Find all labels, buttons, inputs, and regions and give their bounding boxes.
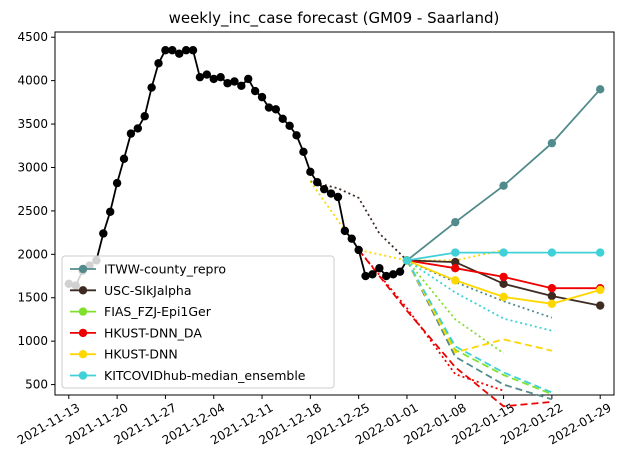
truth-point <box>299 147 308 157</box>
y-tick-label: 2000 <box>17 247 48 261</box>
legend-entry-label: USC-SIkJalpha <box>104 283 192 298</box>
forecast-interval-line <box>406 259 553 401</box>
truth-point <box>216 72 225 82</box>
forecast-interval-line <box>358 249 504 392</box>
truth-point <box>133 124 143 133</box>
truth-point <box>382 271 391 281</box>
truth-point <box>278 114 287 124</box>
truth-point <box>292 131 301 140</box>
legend-swatch-marker <box>78 371 88 380</box>
truth-point <box>250 86 260 96</box>
truth-point <box>195 72 205 82</box>
legend-entry-label: HKUST-DNN_DA <box>104 325 202 340</box>
truth-point <box>313 178 322 187</box>
truth-point <box>119 154 129 163</box>
truth-point <box>340 226 350 236</box>
truth-point <box>154 59 163 68</box>
legend: ITWW-county_repro USC-SIkJalpha FIAS_FZJ-E… <box>61 255 335 389</box>
forecast-point <box>547 138 557 148</box>
truth-point <box>326 189 336 198</box>
truth-point <box>361 271 370 281</box>
forecast-point <box>499 272 508 282</box>
truth-point <box>354 245 363 255</box>
forecast-point <box>595 285 605 295</box>
y-tick-label: 3000 <box>17 160 48 174</box>
legend-swatch-marker <box>78 264 88 274</box>
truth-point <box>230 77 239 86</box>
truth-point <box>368 270 377 279</box>
truth-point <box>264 103 274 112</box>
legend-swatch-marker <box>78 286 88 295</box>
legend-swatch-marker <box>78 307 88 316</box>
truth-point <box>175 49 184 58</box>
y-tick-label: 2500 <box>17 204 48 218</box>
truth-point <box>181 46 191 55</box>
forecast-point <box>451 264 460 273</box>
truth-point <box>395 267 405 276</box>
truth-point <box>147 83 156 92</box>
truth-point <box>126 129 136 138</box>
truth-point <box>140 112 149 121</box>
y-tick-label: 4000 <box>17 74 48 88</box>
forecast-interval-line <box>310 180 408 262</box>
truth-point <box>237 81 246 91</box>
truth-point <box>188 46 198 55</box>
forecast-point <box>595 301 605 310</box>
truth-point <box>244 74 253 84</box>
forecast-point <box>451 248 460 257</box>
forecast-point <box>451 276 460 285</box>
truth-point <box>202 70 212 79</box>
legend-box <box>61 255 335 389</box>
truth-point <box>319 184 329 194</box>
truth-point <box>99 229 108 238</box>
forecast-interval-line <box>406 259 505 355</box>
forecast-point <box>499 248 508 257</box>
truth-point <box>106 207 115 216</box>
truth-point <box>112 178 122 188</box>
forecast-point <box>402 256 412 265</box>
y-tick-label: 4500 <box>17 30 48 44</box>
truth-point <box>375 264 384 273</box>
forecast-point <box>547 283 557 293</box>
truth-point <box>388 270 398 279</box>
forecast-interval-line <box>406 259 553 332</box>
truth-point <box>223 79 232 88</box>
legend-entry-label: ITWW-county_repro <box>104 262 226 277</box>
truth-point <box>333 192 343 202</box>
legend-swatch-marker <box>78 328 88 338</box>
forecast-point <box>547 248 557 257</box>
truth-point <box>257 92 267 102</box>
truth-point <box>271 105 281 114</box>
forecast-point <box>499 279 508 289</box>
truth-point <box>168 46 177 55</box>
y-tick-label: 1000 <box>17 334 48 348</box>
truth-point <box>161 46 170 55</box>
y-tick-label: 3500 <box>17 117 48 131</box>
legend-swatch-marker <box>78 350 88 359</box>
forecast-point <box>451 257 460 267</box>
forecast-point <box>547 299 557 309</box>
forecast-interval-line <box>309 180 504 262</box>
y-tick-label: 500 <box>25 378 48 392</box>
truth-point <box>209 74 218 84</box>
forecast-point <box>595 248 605 257</box>
forecast-interval-line <box>406 259 553 354</box>
forecast-point <box>499 181 508 190</box>
legend-entry-label: FIAS_FZJ-Epi1Ger <box>104 304 212 319</box>
forecast-point <box>595 85 605 94</box>
legend-entry-label: HKUST-DNN <box>104 347 178 362</box>
forecast-interval-line <box>406 259 553 394</box>
truth-point <box>347 234 356 243</box>
truth-point <box>306 167 315 177</box>
forecast-point <box>547 291 557 301</box>
forecast-point <box>451 217 460 227</box>
forecast-point <box>499 292 508 302</box>
truth-point <box>285 121 294 130</box>
y-tick-label: 1500 <box>17 291 48 305</box>
chart-title: weekly_inc_case forecast (GM09 - Saarlan… <box>169 9 500 28</box>
plot-frame <box>54 31 615 396</box>
legend-entry-label: KITCOVIDhub-median_ensemble <box>104 368 306 383</box>
